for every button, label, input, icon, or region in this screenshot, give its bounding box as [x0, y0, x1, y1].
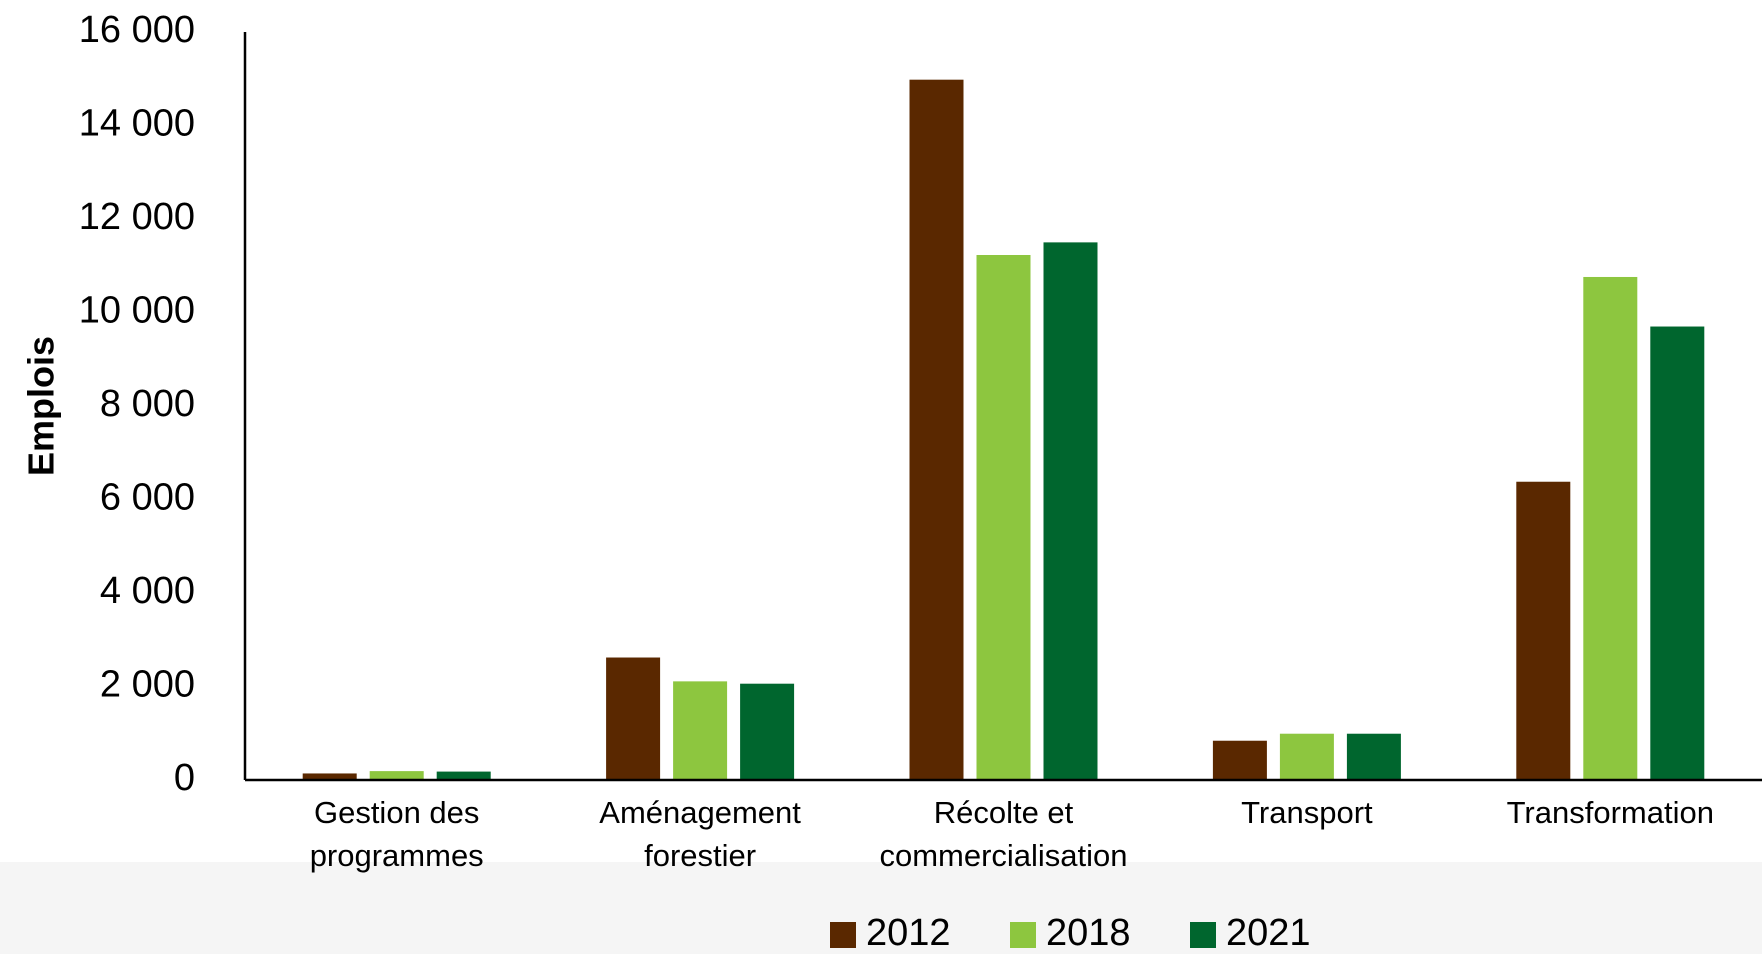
y-tick-label: 12 000 [79, 196, 195, 238]
x-category-label: programmes [310, 838, 484, 873]
x-category-label: Récolte et [934, 795, 1074, 830]
y-axis-ticks: 0 2 000 4 000 6 000 8 000 10 000 12 000 14 000 1… [79, 9, 195, 799]
y-tick-label: 2 000 [100, 664, 195, 706]
x-category-label: forestier [644, 838, 756, 873]
x-axis-labels: Gestion des programmes Aménagement forestie… [310, 795, 1714, 873]
y-tick-label: 16 000 [79, 9, 195, 51]
y-tick-label: 14 000 [79, 103, 195, 145]
bar-2021-0 [436, 771, 491, 780]
legend-label: 2012 [866, 912, 951, 954]
legend-swatch-2012 [830, 922, 856, 948]
x-category-label: Transformation [1507, 795, 1714, 830]
axes [243, 32, 1762, 782]
y-tick-label: 10 000 [79, 290, 195, 332]
y-axis-label: Emplois [21, 336, 62, 476]
y-axis-label-group: Emplois [21, 336, 62, 476]
y-tick-label: 0 [174, 757, 195, 799]
bar-2012-2 [909, 79, 964, 780]
y-tick-label: 6 000 [100, 477, 195, 519]
x-category-label: commercialisation [879, 838, 1127, 873]
bar-2018-3 [1279, 733, 1334, 780]
legend-swatch-2018 [1010, 922, 1036, 948]
bar-2018-0 [369, 771, 424, 780]
bars [302, 79, 1705, 780]
x-category-label: Transport [1241, 795, 1373, 830]
bar-2012-3 [1212, 740, 1267, 780]
bar-2021-4 [1650, 326, 1705, 780]
bar-2018-2 [976, 254, 1031, 780]
x-category-label: Gestion des [314, 795, 479, 830]
bar-2018-1 [673, 681, 728, 780]
legend: 2012 2018 2021 [830, 912, 1311, 954]
bar-2012-0 [302, 773, 357, 780]
bar-2021-1 [740, 683, 795, 780]
bar-2012-4 [1516, 481, 1571, 780]
y-tick-label: 8 000 [100, 383, 195, 425]
y-tick-label: 4 000 [100, 570, 195, 612]
bar-2018-4 [1583, 276, 1638, 780]
legend-swatch-2021 [1190, 922, 1216, 948]
bottom-band [0, 862, 1762, 954]
legend-label: 2021 [1226, 912, 1311, 954]
bar-2012-1 [606, 657, 661, 780]
bar-2021-3 [1346, 733, 1401, 780]
legend-label: 2018 [1046, 912, 1131, 954]
bar-2021-2 [1043, 242, 1098, 780]
x-category-label: Aménagement [599, 795, 801, 830]
